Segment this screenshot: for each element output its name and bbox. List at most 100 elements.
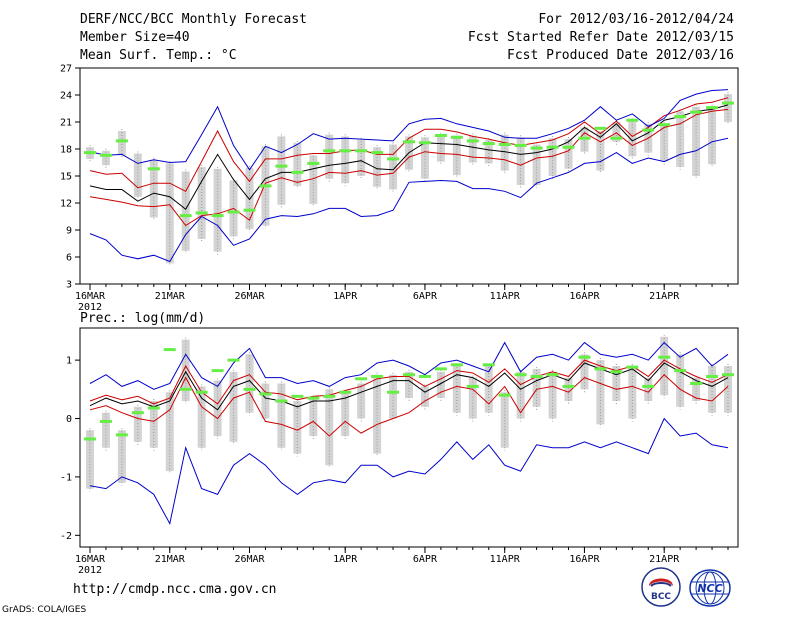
y-tick-label: 0 (66, 414, 72, 425)
y-tick-label: 21 (60, 118, 72, 129)
y-tick-label: 18 (60, 145, 72, 156)
variable-label: Mean Surf. Temp.: °C (80, 48, 237, 63)
member-range-bar (229, 371, 238, 442)
y-tick-label: 3 (66, 280, 72, 291)
x-tick-label: 1APR (333, 554, 358, 565)
member-range-bar (692, 377, 701, 401)
member-range-bar (452, 365, 461, 413)
member-range-bar (181, 339, 190, 401)
member-range-bar (548, 371, 557, 419)
y-tick-label: 24 (60, 91, 72, 102)
x-tick-label: 11APR (490, 291, 521, 302)
website-url[interactable]: http://cmdp.ncc.cma.gov.cn (73, 582, 277, 597)
x-tick-label: 26MAR (234, 554, 265, 565)
member-range-bar (309, 155, 318, 204)
member-range-bar (596, 360, 605, 425)
ncc-logo: NCC (689, 569, 731, 607)
forecast-period: For 2012/03/16-2012/04/24 (538, 12, 734, 27)
member-range-bar (181, 171, 190, 251)
member-range-bar (293, 142, 302, 186)
y-tick-label: 9 (66, 226, 72, 237)
x-tick-label: 16APR (569, 554, 600, 565)
series-line-max (89, 137, 729, 263)
series-line-min (89, 417, 729, 526)
x-tick-label: 16MAR (75, 291, 106, 302)
member-range-bar (532, 144, 541, 185)
member-range-bar (500, 392, 509, 448)
series-line-spread-high (89, 359, 729, 405)
member-range-bar (612, 365, 621, 401)
bcc-logo: BCC (641, 567, 681, 607)
panel-precipitation: -2 -1 0 1 16MAR 21MAR 26MAR 1APR 6APR 11APR 16APR 2… (60, 327, 739, 576)
x-tick-label: 6APR (413, 554, 438, 565)
member-size: Member Size=40 (80, 30, 190, 45)
member-range-bar (628, 365, 637, 419)
member-range-bar (86, 430, 94, 489)
member-range-bar (293, 401, 302, 454)
x-tick-label: 21APR (649, 554, 680, 565)
series-line-spread-low (89, 373, 729, 437)
member-range-bar (532, 368, 541, 407)
member-range-bar (468, 377, 477, 419)
member-range-bar (373, 374, 382, 454)
member-range-bar (420, 137, 429, 179)
member-range-bar (341, 136, 350, 184)
member-range-bar (341, 392, 350, 437)
y-tick-label: 6 (66, 253, 72, 264)
member-range-bar (580, 354, 589, 390)
member-range-bar (660, 336, 669, 396)
plot-frame (79, 67, 739, 285)
forecast-started-date: Fcst Started Refer Date 2012/03/15 (467, 30, 734, 45)
member-range-bar (708, 365, 717, 413)
series-line-max (89, 341, 729, 390)
y-tick-label: 15 (60, 172, 72, 183)
y-tick-label: 1 (66, 356, 72, 367)
plot-frame (79, 327, 739, 548)
forecast-produced-date: Fcst Produced Date 2012/03/16 (507, 48, 734, 63)
y-tick-label: -1 (60, 472, 72, 483)
x-tick-label: 16MAR (75, 554, 106, 565)
x-tick-label: 11APR (490, 554, 521, 565)
member-range-bar (644, 377, 653, 401)
member-range-bar (133, 153, 142, 197)
member-range-bar (133, 406, 142, 442)
x-tick-label: 1APR (333, 291, 358, 302)
member-range-bar (245, 354, 254, 413)
x-tick-label: 16APR (569, 291, 600, 302)
ncc-logo-text: NCC (697, 582, 722, 595)
bcc-logo-text: BCC (651, 592, 671, 602)
member-range-bar (500, 134, 509, 171)
x-tick-label: 6APR (413, 291, 438, 302)
x-year-label: 2012 (78, 302, 102, 313)
member-range-bar (516, 371, 525, 419)
precipitation-label: Prec.: log(mm/d) (80, 311, 205, 326)
member-range-bar (676, 111, 685, 167)
member-range-bar (628, 120, 637, 157)
member-range-bar (484, 365, 493, 413)
member-range-bar (197, 386, 206, 448)
member-range-bar (213, 168, 222, 252)
member-range-bar (357, 383, 366, 419)
series-line-ensemble-mean (89, 104, 729, 211)
member-range-bar (564, 139, 573, 169)
series-line-spread-high (89, 97, 729, 192)
member-range-bar (389, 374, 398, 419)
member-range-bar (117, 131, 126, 156)
member-range-bar (516, 137, 525, 185)
member-range-bar (213, 380, 222, 437)
member-range-bar (660, 123, 669, 162)
x-tick-label: 26MAR (234, 291, 265, 302)
panel-temperature: 3 6 9 12 15 18 21 24 27 16MAR 21MAR 26MAR 1APR 6APR 11… (60, 64, 739, 313)
x-tick-label: 21MAR (155, 291, 186, 302)
series-line-min (89, 89, 729, 171)
y-tick-label: 27 (60, 64, 72, 75)
member-range-bar (117, 430, 126, 483)
grads-credit: GrADS: COLA/IGES (2, 605, 87, 615)
member-range-bar (724, 365, 732, 413)
x-tick-label: 21APR (649, 291, 680, 302)
member-range-bar (309, 398, 318, 437)
member-range-bar (261, 383, 270, 419)
x-year-label: 2012 (78, 565, 102, 576)
member-range-bar (149, 401, 158, 448)
